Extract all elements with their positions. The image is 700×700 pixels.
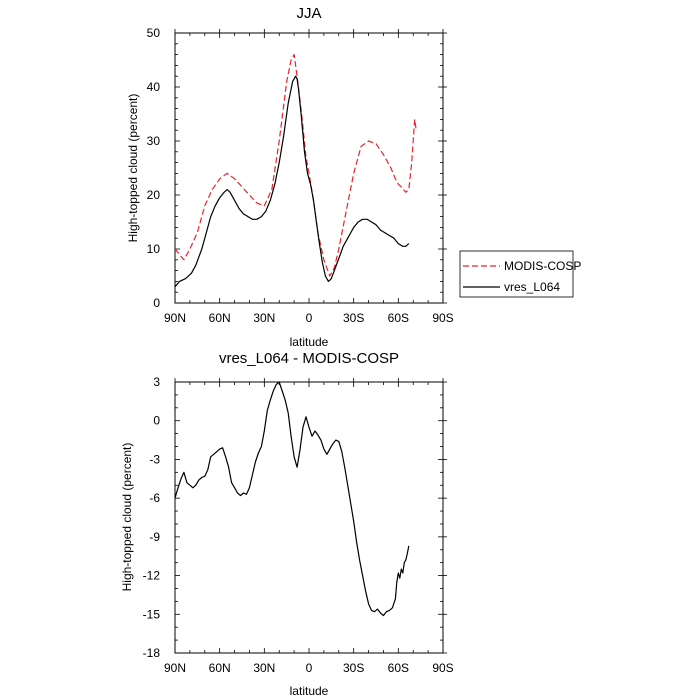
panel-top-ticks bbox=[174, 29, 447, 304]
panel-top-y-tick-label: 50 bbox=[147, 26, 161, 40]
panel-bottom-y-tick-label: -15 bbox=[143, 607, 161, 621]
panel-top-x-tick-label: 60S bbox=[388, 311, 409, 325]
panel-bottom-y-tick-label: 3 bbox=[153, 375, 160, 389]
panel-top-y-tick-label: 10 bbox=[147, 242, 161, 256]
panel-top: JJA 90N 60N 30N 0 30S 60S 90S 0 10 20 30 40 50 lati… bbox=[126, 5, 581, 349]
panel-bottom-series-vres-l064-modis-cosp bbox=[174, 381, 410, 617]
panel-top-y-tick-label: 0 bbox=[153, 296, 160, 310]
panel-bottom-y-axis-label: High-topped cloud (percent) bbox=[120, 443, 134, 592]
panel-bottom-x-tick-labels: 90N 60N 30N 0 30S 60S 90S bbox=[164, 661, 454, 675]
panel-top-series-vres-l064 bbox=[174, 75, 410, 288]
legend-label-modis-cosp: MODIS-COSP bbox=[504, 259, 581, 273]
panel-bottom-x-tick-label: 0 bbox=[306, 661, 313, 675]
panel-bottom: vres_L064 - MODIS-COSP 90N 60N 30N 0 30S 60S 9… bbox=[120, 350, 454, 698]
panel-bottom-plot-frame bbox=[174, 381, 444, 654]
panel-bottom-x-tick-label: 90S bbox=[432, 661, 453, 675]
panel-bottom-y-tick-label: 0 bbox=[153, 414, 160, 428]
panel-bottom-x-tick-label: 30S bbox=[343, 661, 364, 675]
panel-top-x-tick-label: 90S bbox=[432, 311, 453, 325]
panel-top-title: JJA bbox=[296, 5, 321, 22]
panel-top-x-tick-label: 60N bbox=[209, 311, 231, 325]
panel-bottom-x-tick-label: 60N bbox=[209, 661, 231, 675]
legend-box bbox=[459, 250, 574, 298]
panel-top-x-tick-labels: 90N 60N 30N 0 30S 60S 90S bbox=[164, 311, 454, 325]
panel-top-y-axis-label: High-topped cloud (percent) bbox=[126, 94, 140, 243]
panel-bottom-y-tick-label: -9 bbox=[149, 530, 160, 544]
panel-top-y-tick-labels: 0 10 20 30 40 50 bbox=[147, 26, 161, 310]
panel-top-x-tick-label: 30S bbox=[343, 311, 364, 325]
panel-top-y-tick-label: 40 bbox=[147, 80, 161, 94]
panel-bottom-y-tick-label: -12 bbox=[143, 569, 161, 583]
panel-bottom-series bbox=[174, 381, 410, 617]
panel-top-x-axis-label: latitude bbox=[290, 335, 329, 349]
panel-bottom-x-tick-label: 90N bbox=[164, 661, 186, 675]
panel-top-plot-frame bbox=[174, 32, 444, 304]
panel-top-y-tick-label: 30 bbox=[147, 134, 161, 148]
legend: MODIS-COSP vres_L064 bbox=[459, 250, 581, 298]
panel-top-series bbox=[174, 53, 417, 288]
panel-bottom-x-tick-label: 30N bbox=[253, 661, 275, 675]
legend-label-vres-l064: vres_L064 bbox=[504, 280, 560, 294]
panel-bottom-x-tick-label: 60S bbox=[388, 661, 409, 675]
panel-bottom-x-axis-label: latitude bbox=[290, 684, 329, 698]
panel-bottom-y-tick-labels: 3 0 -3 -6 -9 -12 -15 -18 bbox=[143, 375, 161, 660]
panel-bottom-y-tick-label: -6 bbox=[149, 491, 160, 505]
panel-top-x-tick-label: 90N bbox=[164, 311, 186, 325]
panel-bottom-title: vres_L064 - MODIS-COSP bbox=[219, 350, 399, 367]
panel-top-x-tick-label: 0 bbox=[306, 311, 313, 325]
panel-top-series-modis-cosp bbox=[174, 53, 417, 277]
panel-bottom-y-tick-label: -18 bbox=[143, 646, 161, 660]
panel-top-x-tick-label: 30N bbox=[253, 311, 275, 325]
panel-bottom-ticks bbox=[174, 378, 447, 654]
panel-bottom-y-tick-label: -3 bbox=[149, 452, 160, 466]
panel-top-y-tick-label: 20 bbox=[147, 188, 161, 202]
